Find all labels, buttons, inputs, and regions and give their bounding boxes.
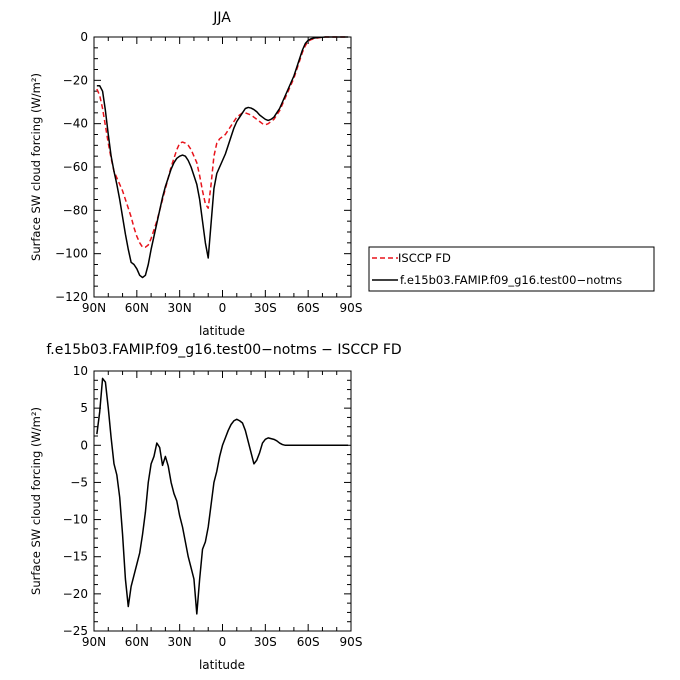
x-tick-label-bottom: 90N bbox=[82, 635, 106, 649]
y-tick-label-top: −60 bbox=[63, 160, 88, 174]
y-tick-label-top: 0 bbox=[80, 30, 88, 44]
y-tick-label-top: −20 bbox=[63, 73, 88, 87]
x-tick-label-bottom: 0 bbox=[219, 635, 227, 649]
ylabel-top: Surface SW cloud forcing (W/m²) bbox=[29, 73, 43, 261]
y-tick-label-bottom: −5 bbox=[70, 475, 88, 489]
x-tick-label-bottom: 30N bbox=[168, 635, 192, 649]
y-tick-label-bottom: 5 bbox=[80, 401, 88, 415]
y-tick-label-top: −100 bbox=[55, 247, 88, 261]
plot-frame-bottom bbox=[93, 370, 352, 632]
series-line-top-1 bbox=[96, 36, 349, 279]
legend-label-model: f.e15b03.FAMIP.f09_g16.test00−notms bbox=[400, 273, 622, 287]
title-bottom: f.e15b03.FAMIP.f09_g16.test00−notms − IS… bbox=[46, 342, 401, 358]
y-tick-label-top: −80 bbox=[63, 203, 88, 217]
x-tick-label-top: 60N bbox=[125, 301, 149, 315]
marks-bottom: 90N 60N 30N 0 30S 60S 90S 10 5 0 −5 −10 −15 −20 −25 bbox=[63, 364, 363, 649]
x-tick-label-bottom: 60N bbox=[125, 635, 149, 649]
x-tick-label-top: 30N bbox=[168, 301, 192, 315]
ylabel-bottom: Surface SW cloud forcing (W/m²) bbox=[29, 407, 43, 595]
series-line-bottom-0 bbox=[96, 377, 349, 615]
x-tick-label-top: 90S bbox=[340, 301, 363, 315]
legend-label-isccp: ISCCP FD bbox=[398, 251, 451, 265]
xlabel-top: latitude bbox=[199, 324, 245, 338]
y-tick-label-top: −40 bbox=[63, 117, 88, 131]
marks-top: 90N 60N 30N 0 30S 60S 90S 0 −20 −40 −60 −80 −100 −120 bbox=[55, 30, 362, 315]
panel-top: JJA 90N 60N 30N 0 30S 60S 90S 0 −20 −40 −60 −80 −100… bbox=[29, 10, 362, 338]
plot-frame-top bbox=[93, 36, 352, 298]
legend-box bbox=[368, 246, 655, 292]
series-line-top-0 bbox=[96, 36, 349, 248]
x-tick-label-top: 60S bbox=[297, 301, 320, 315]
y-tick-label-bottom: −10 bbox=[63, 513, 88, 527]
y-tick-label-bottom: −20 bbox=[63, 587, 88, 601]
y-tick-label-bottom: −25 bbox=[63, 624, 88, 638]
x-tick-label-top: 0 bbox=[219, 301, 227, 315]
y-tick-label-bottom: −15 bbox=[63, 550, 88, 564]
y-tick-label-bottom: 10 bbox=[73, 364, 88, 378]
y-tick-label-bottom: 0 bbox=[80, 438, 88, 452]
x-tick-label-top: 90N bbox=[82, 301, 106, 315]
x-tick-label-bottom: 30S bbox=[254, 635, 277, 649]
x-tick-label-bottom: 90S bbox=[340, 635, 363, 649]
legend: ISCCP FD f.e15b03.FAMIP.f09_g16.test00−n… bbox=[368, 246, 655, 292]
xlabel-bottom: latitude bbox=[199, 658, 245, 672]
x-tick-label-top: 30S bbox=[254, 301, 277, 315]
y-tick-label-top: −120 bbox=[55, 290, 88, 304]
x-tick-label-bottom: 60S bbox=[297, 635, 320, 649]
title-top: JJA bbox=[212, 10, 231, 26]
panel-bottom: f.e15b03.FAMIP.f09_g16.test00−notms − IS… bbox=[29, 342, 402, 672]
